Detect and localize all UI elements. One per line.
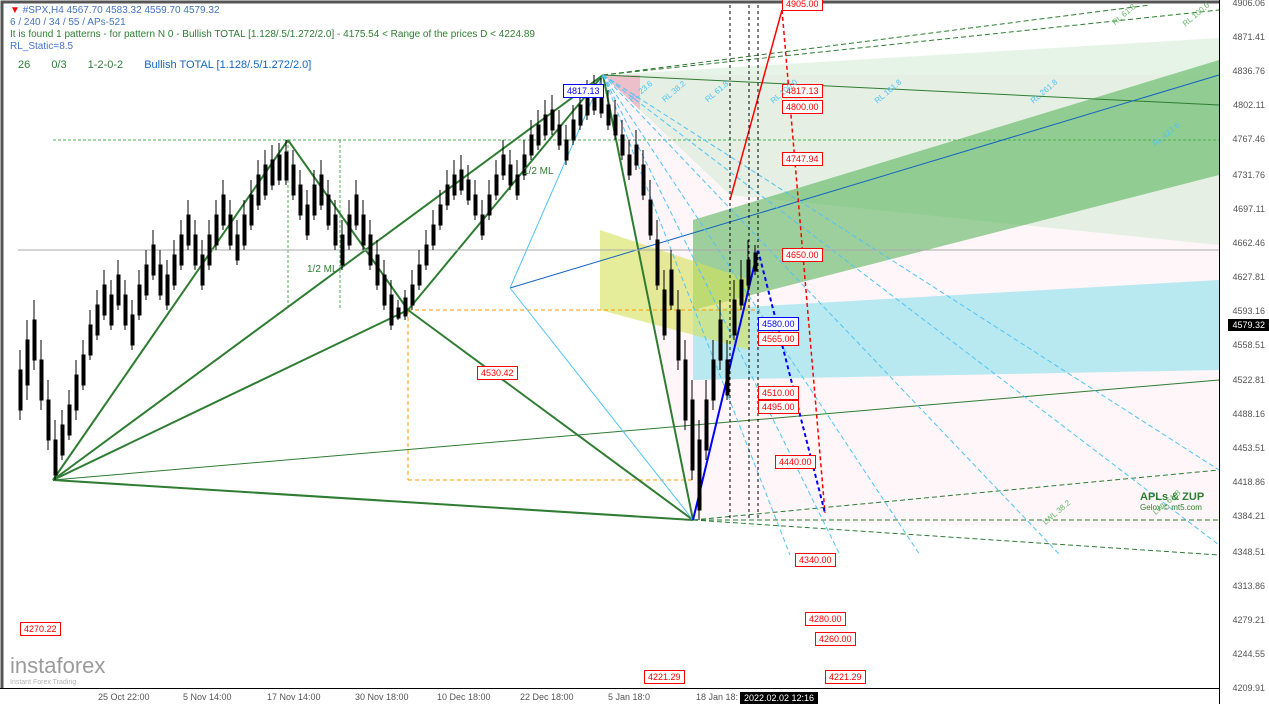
price-label: 4747.94 bbox=[782, 152, 823, 166]
y-current-price: 4579.32 bbox=[1228, 319, 1269, 331]
price-label: 4495.00 bbox=[758, 400, 799, 414]
y-tick: 4871.41 bbox=[1232, 32, 1265, 42]
price-label: 4580.00 bbox=[758, 317, 799, 331]
price-label: 4260.00 bbox=[815, 632, 856, 646]
y-tick: 4662.46 bbox=[1232, 238, 1265, 248]
price-label: 4280.00 bbox=[805, 612, 846, 626]
y-tick: 4313.86 bbox=[1232, 581, 1265, 591]
y-tick: 4731.76 bbox=[1232, 170, 1265, 180]
x-tick: 18 Jan 18: bbox=[696, 692, 738, 702]
x-current-time: 2022.02.02 12:16 bbox=[740, 692, 818, 704]
price-label: 4800.00 bbox=[782, 100, 823, 114]
x-tick: 5 Jan 18:0 bbox=[608, 692, 650, 702]
watermark-logo: instaforex Instant Forex Trading bbox=[10, 653, 105, 686]
y-tick: 4802.11 bbox=[1233, 100, 1265, 110]
price-label: 4530.42 bbox=[477, 366, 518, 380]
y-tick: 4906.06 bbox=[1232, 0, 1265, 8]
price-label: 4221.29 bbox=[644, 670, 685, 684]
x-tick: 10 Dec 18:00 bbox=[437, 692, 491, 702]
x-tick: 17 Nov 14:00 bbox=[267, 692, 321, 702]
price-label: 4565.00 bbox=[758, 332, 799, 346]
price-label: 4650.00 bbox=[782, 248, 823, 262]
y-tick: 4697.11 bbox=[1233, 204, 1265, 214]
price-label: 4221.29 bbox=[825, 670, 866, 684]
x-tick: 25 Oct 22:00 bbox=[98, 692, 150, 702]
y-tick: 4244.55 bbox=[1232, 649, 1265, 659]
x-tick: 22 Dec 18:00 bbox=[520, 692, 574, 702]
price-label: 4340.00 bbox=[795, 553, 836, 567]
price-label: 4510.00 bbox=[758, 386, 799, 400]
price-label: 4440.00 bbox=[775, 455, 816, 469]
y-tick: 4384.21 bbox=[1232, 511, 1265, 521]
header-pattern: It is found 1 patterns - for pattern N 0… bbox=[10, 29, 535, 40]
header-params: 6 / 240 / 34 / 55 / APs-521 bbox=[10, 17, 126, 28]
y-tick: 4209.91 bbox=[1232, 683, 1265, 693]
y-axis: 4906.06 4871.41 4836.76 4802.11 4767.46 4731.… bbox=[1219, 0, 1269, 704]
y-tick: 4488.16 bbox=[1232, 409, 1265, 419]
header-symbol: ▼ #SPX,H4 4567.70 4583.32 4559.70 4579.3… bbox=[10, 5, 220, 16]
price-label: 4905.00 bbox=[782, 0, 823, 11]
x-axis: 25 Oct 22:00 5 Nov 14:00 17 Nov 14:00 30 No… bbox=[0, 688, 1219, 704]
y-tick: 4593.16 bbox=[1232, 306, 1265, 316]
price-label: 4817.13 bbox=[563, 84, 604, 98]
y-tick: 4418.86 bbox=[1232, 477, 1265, 487]
chart-svg bbox=[0, 0, 1269, 704]
y-tick: 4348.51 bbox=[1232, 547, 1265, 557]
y-tick: 4767.46 bbox=[1232, 134, 1265, 144]
x-tick: 5 Nov 14:00 bbox=[183, 692, 232, 702]
y-tick: 4558.51 bbox=[1232, 340, 1265, 350]
y-tick: 4836.76 bbox=[1232, 66, 1265, 76]
y-tick: 4453.51 bbox=[1232, 443, 1265, 453]
ml-label: 1/2 ML bbox=[523, 166, 554, 177]
x-tick: 30 Nov 18:00 bbox=[355, 692, 409, 702]
y-tick: 4522.81 bbox=[1232, 375, 1265, 385]
y-tick: 4279.21 bbox=[1232, 615, 1265, 625]
pattern-summary: 26 0/3 1-2-0-2 Bullish TOTAL [1.128/.5/1… bbox=[18, 59, 329, 71]
ml-label: 1/2 ML bbox=[307, 264, 338, 275]
header-rl: RL_Static=8.5 bbox=[10, 41, 73, 52]
price-label: 4270.22 bbox=[20, 622, 61, 636]
y-tick: 4627.81 bbox=[1232, 272, 1265, 282]
